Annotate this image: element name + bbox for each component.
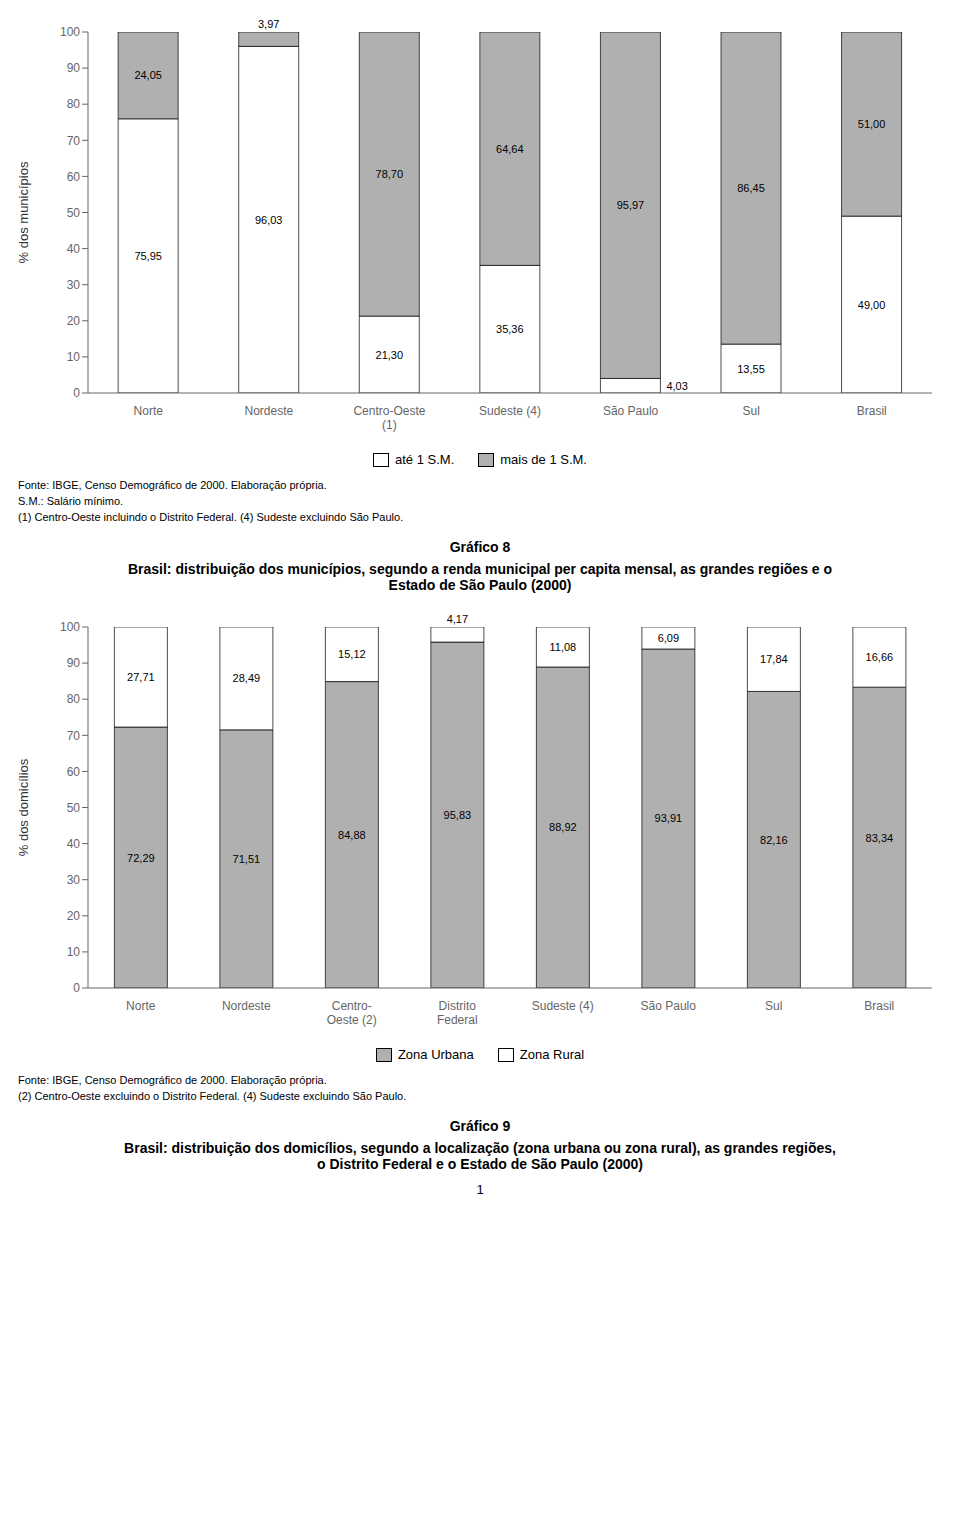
- svg-text:Sul: Sul: [765, 999, 782, 1013]
- html-text:o Distrito Federal e o Estado: o Distrito Federal e o Estado de São Pau…: [317, 1156, 643, 1172]
- svg-text:90: 90: [67, 61, 81, 75]
- svg-text:Norte: Norte: [126, 999, 156, 1013]
- html-text:S.M.: Salário mínimo.: S.M.: Salário mínimo.: [18, 495, 124, 507]
- html-text:Fonte: IBGE, Censo Demográfico: Fonte: IBGE, Censo Demográfico de 2000. …: [18, 479, 327, 491]
- html-text:Zona Rural: Zona Rural: [519, 1047, 585, 1062]
- svg-text:72,29: 72,29: [127, 852, 155, 864]
- svg-text:35,36: 35,36: [496, 323, 524, 335]
- svg-text:71,51: 71,51: [233, 853, 261, 865]
- svg-text:49,00: 49,00: [858, 299, 886, 311]
- svg-text:DistritoFederal: DistritoFederal: [437, 999, 478, 1027]
- svg-text:4,03: 4,03: [666, 380, 687, 392]
- svg-text:70: 70: [67, 729, 81, 743]
- html-text:Brasil: distribuição dos munic: Brasil: distribuição dos municípios, seg…: [128, 561, 832, 577]
- svg-text:0: 0: [73, 386, 80, 400]
- svg-text:80: 80: [67, 97, 81, 111]
- svg-text:50: 50: [67, 801, 81, 815]
- svg-text:27,71: 27,71: [127, 671, 155, 683]
- html-text:Zona Urbana: Zona Urbana: [397, 1047, 474, 1062]
- svg-text:30: 30: [67, 278, 81, 292]
- svg-text:10: 10: [67, 945, 81, 959]
- svg-text:Nordeste: Nordeste: [245, 404, 294, 418]
- svg-text:4,17: 4,17: [447, 613, 468, 625]
- html-text:Estado de São Paulo (2000): Estado de São Paulo (2000): [388, 577, 572, 593]
- svg-text:São Paulo: São Paulo: [641, 999, 697, 1013]
- svg-text:Norte: Norte: [134, 404, 164, 418]
- html-text:mais de 1 S.M.: mais de 1 S.M.: [500, 452, 587, 467]
- svg-text:95,83: 95,83: [444, 809, 472, 821]
- svg-text:83,34: 83,34: [866, 832, 894, 844]
- svg-text:Sul: Sul: [742, 404, 759, 418]
- svg-text:60: 60: [67, 170, 81, 184]
- svg-text:Nordeste: Nordeste: [222, 999, 271, 1013]
- svg-text:50: 50: [67, 206, 81, 220]
- svg-text:93,91: 93,91: [655, 812, 683, 824]
- svg-text:20: 20: [67, 314, 81, 328]
- svg-text:Sudeste (4): Sudeste (4): [532, 999, 594, 1013]
- svg-text:16,66: 16,66: [866, 651, 894, 663]
- svg-text:30: 30: [67, 873, 81, 887]
- svg-text:10: 10: [67, 350, 81, 364]
- html-text:Fonte: IBGE, Censo Demográfico: Fonte: IBGE, Censo Demográfico de 2000. …: [18, 1074, 327, 1086]
- svg-text:64,64: 64,64: [496, 143, 524, 155]
- svg-text:% dos municípios: % dos municípios: [16, 161, 31, 263]
- svg-text:84,88: 84,88: [338, 829, 366, 841]
- html-text:(1) Centro-Oeste incluindo o D: (1) Centro-Oeste incluindo o Distrito Fe…: [18, 511, 404, 523]
- svg-text:82,16: 82,16: [760, 834, 788, 846]
- svg-text:60: 60: [67, 765, 81, 779]
- svg-text:51,00: 51,00: [858, 118, 886, 130]
- svg-text:Sudeste (4): Sudeste (4): [479, 404, 541, 418]
- svg-text:São Paulo: São Paulo: [603, 404, 659, 418]
- svg-text:11,08: 11,08: [550, 641, 577, 653]
- svg-text:Brasil: Brasil: [857, 404, 887, 418]
- svg-text:Brasil: Brasil: [864, 999, 894, 1013]
- svg-text:40: 40: [67, 242, 81, 256]
- svg-text:15,12: 15,12: [338, 648, 366, 660]
- svg-text:Centro-Oeste(1): Centro-Oeste(1): [353, 404, 425, 432]
- svg-text:3,97: 3,97: [258, 18, 279, 30]
- svg-text:21,30: 21,30: [376, 349, 404, 361]
- svg-text:% dos domicílios: % dos domicílios: [16, 758, 31, 856]
- svg-text:80: 80: [67, 692, 81, 706]
- svg-text:28,49: 28,49: [233, 672, 261, 684]
- html-text:Gráfico 9: Gráfico 9: [449, 1118, 511, 1134]
- html-text:(2) Centro-Oeste excluindo o D: (2) Centro-Oeste excluindo o Distrito Fe…: [18, 1090, 407, 1102]
- svg-text:86,45: 86,45: [737, 182, 765, 194]
- svg-text:13,55: 13,55: [737, 363, 765, 375]
- svg-text:40: 40: [67, 837, 81, 851]
- svg-text:70: 70: [67, 134, 81, 148]
- svg-text:0: 0: [73, 981, 80, 995]
- html-text:até 1 S.M.: até 1 S.M.: [395, 452, 455, 467]
- html-text:Brasil: distribuição dos domic: Brasil: distribuição dos domicílios, seg…: [124, 1140, 836, 1156]
- svg-text:90: 90: [67, 656, 81, 670]
- svg-text:24,05: 24,05: [134, 69, 162, 81]
- svg-text:Centro-Oeste (2): Centro-Oeste (2): [327, 999, 377, 1027]
- svg-text:17,84: 17,84: [760, 653, 788, 665]
- svg-text:96,03: 96,03: [255, 214, 283, 226]
- svg-text:6,09: 6,09: [658, 632, 679, 644]
- svg-text:88,92: 88,92: [549, 821, 577, 833]
- svg-text:100: 100: [60, 620, 80, 634]
- svg-text:75,95: 75,95: [134, 250, 162, 262]
- html-text:1: 1: [476, 1182, 484, 1197]
- html-text:Gráfico 8: Gráfico 8: [449, 539, 511, 555]
- svg-text:20: 20: [67, 909, 81, 923]
- svg-text:78,70: 78,70: [376, 168, 404, 180]
- svg-text:100: 100: [60, 25, 80, 39]
- svg-text:95,97: 95,97: [617, 199, 645, 211]
